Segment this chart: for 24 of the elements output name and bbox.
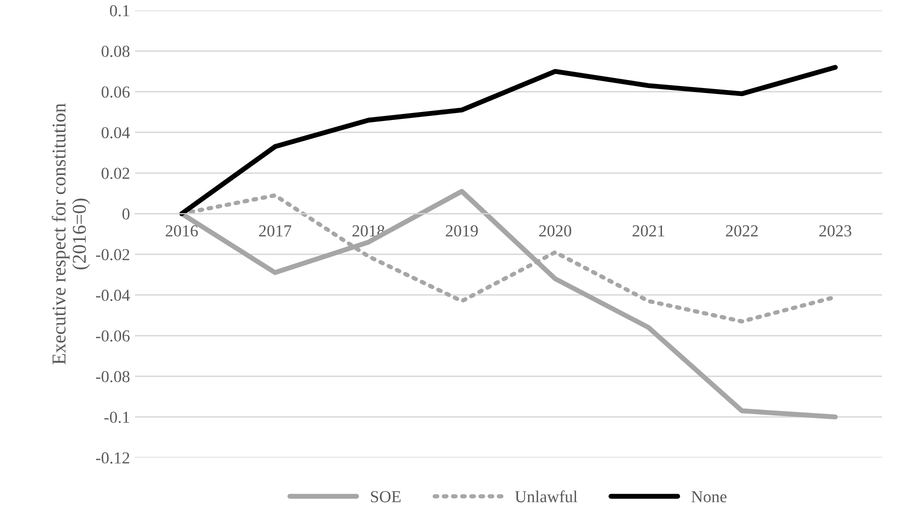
legend-label: SOE (371, 491, 401, 502)
x-tick-label: 2020 (539, 225, 572, 237)
x-tick-label: 2016 (166, 225, 198, 237)
y-tick-label: 0.02 (102, 168, 130, 180)
x-tick-label: 2022 (726, 225, 758, 237)
x-tick-label: 2021 (632, 225, 664, 237)
y-tick-label: -0.12 (96, 452, 130, 464)
x-tick-label: 2019 (446, 225, 478, 237)
x-tick-label: 2017 (259, 225, 292, 237)
x-tick-label: 2023 (819, 225, 852, 237)
y-tick-label: -0.08 (96, 370, 130, 382)
legend-label: None (691, 491, 727, 502)
y-tick-label: 0.04 (102, 127, 130, 138)
y-tick-label: 0.06 (102, 86, 130, 98)
legend-label: Unlawful (515, 490, 578, 502)
y-tick-label: -0.06 (96, 330, 130, 342)
y-tick-label: 0.1 (110, 5, 130, 16)
y-tick-label: 0 (122, 208, 130, 220)
y-axis-title: Executive respect for constitution (2016=0) (52, 103, 90, 364)
line-series (179, 64, 838, 216)
y-tick-label: -0.1 (104, 412, 130, 423)
y-tick-label: -0.04 (96, 290, 130, 301)
y-tick-label: 0.08 (102, 46, 130, 58)
y-tick-label: -0.02 (96, 249, 130, 260)
